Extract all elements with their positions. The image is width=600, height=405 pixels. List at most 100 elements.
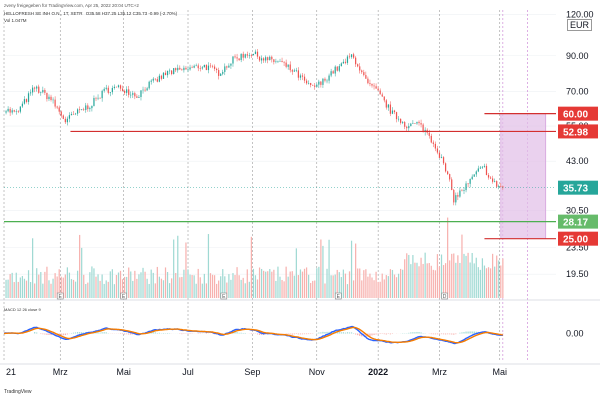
macd-histogram-bar [67,334,68,335]
volume-bar [241,280,242,298]
macd-histogram-bar [341,332,342,333]
macd-histogram-bar [351,332,352,333]
volume-bar [388,276,389,298]
volume-bar [314,281,315,298]
volume-bar [447,218,448,298]
candle-body [220,74,221,76]
candle-body [210,66,211,67]
macd-histogram-bar [472,331,473,333]
macd-histogram-bar [433,334,434,335]
candle-body [169,71,170,72]
volume-bar [347,284,348,298]
volume-bar [202,284,203,298]
candle-body [185,68,186,70]
volume-bar [453,253,454,298]
candle-body [243,54,244,58]
candle-body [455,195,456,202]
macd-histogram-bar [449,334,450,335]
volume-bar [310,283,311,298]
volume-bar [138,274,139,298]
volume-bar [157,267,158,298]
candle-body [300,75,301,77]
candle-body [288,65,289,67]
volume-bar [194,275,195,298]
candle-body [467,183,468,184]
candle-body [212,66,213,67]
volume-bar [410,264,411,298]
candle-body [304,77,305,81]
volume-bar [267,271,268,298]
volume-bar [412,255,413,298]
volume-bar [247,269,248,298]
time-tick-label: Mrz [53,367,68,377]
candle-body [236,57,237,58]
volume-bar [480,270,481,298]
volume-bar [208,234,209,298]
volume-bar [34,284,35,298]
volume-bar [363,270,364,298]
volume-bar [394,275,395,298]
volume-bar [275,281,276,298]
candle-body [443,157,444,163]
volume-label: Vol 1.047M [4,18,27,23]
macd-histogram-bar [79,332,80,333]
volume-bar [502,259,503,298]
candle-body [214,67,215,69]
volume-bar [273,270,274,298]
volume-bar [24,279,25,298]
volume-bar [476,258,477,298]
volume-bar [181,277,182,298]
macd-histogram-bar [102,332,103,333]
volume-bar [163,280,164,298]
candle-body [380,91,381,95]
candle-body [359,66,360,70]
volume-bar [196,284,197,298]
volume-bar [312,281,313,298]
candle-body [52,100,53,101]
volume-bar [404,259,405,298]
macd-histogram-bar [378,334,379,335]
candle-body [275,61,276,62]
candle-body [42,90,43,92]
volume-bar [52,279,53,298]
macd-histogram-bar [465,332,466,334]
candle-body [310,83,311,85]
candle-body [306,81,307,84]
volume-bar [18,282,19,298]
macd-histogram-bar [304,334,305,335]
macd-histogram-bar [243,333,244,334]
macd-histogram-bar [437,334,438,335]
volume-bar [308,275,309,298]
candle-body [279,61,280,62]
candle-body [353,54,354,57]
candle-body [378,89,379,91]
volume-bar [54,273,55,298]
tradingview-logo-text: TradingView [4,389,32,395]
candle-body [54,100,55,107]
symbol-name: HELLOFRESH SE INH O.N., 1T, XETR [4,11,83,16]
candle-body [22,104,23,107]
volume-bar [414,263,415,298]
event-marker-label: D [443,294,447,300]
candle-body [429,133,430,136]
time-tick-label: Jul [182,367,194,377]
macd-histogram-bar [447,334,448,335]
volume-bar [50,284,51,298]
volume-bar [104,284,105,298]
candle-body [382,94,383,96]
candle-body [292,70,293,71]
volume-bar [16,273,17,298]
volume-bar [375,272,376,298]
volume-bar [189,275,190,298]
volume-bar [85,284,86,298]
volume-bar [494,267,495,298]
candle-body [251,55,252,56]
volume-bar [371,277,372,298]
candle-body [351,54,352,57]
macd-histogram-bar [414,332,415,333]
volume-bar [435,270,436,298]
candle-body [431,136,432,143]
currency-badge[interactable]: EUR [567,19,592,31]
candle-body [343,62,344,64]
candle-body [10,109,11,113]
